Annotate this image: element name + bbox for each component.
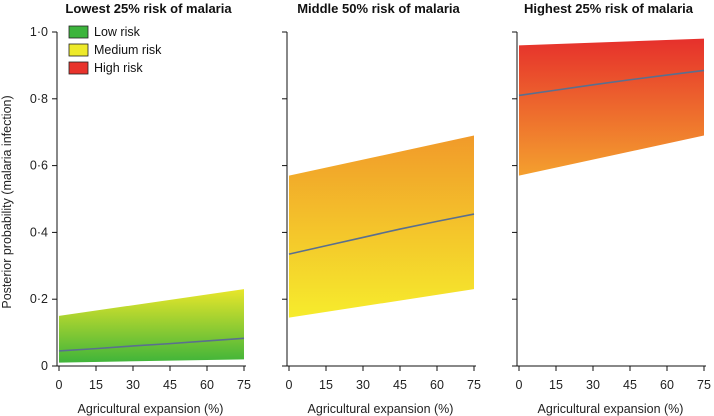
x-tick-label: 30 [356, 378, 370, 392]
x-tick-label: 45 [623, 378, 637, 392]
legend-swatch-low [68, 25, 89, 39]
x-tick-label: 75 [467, 378, 481, 392]
legend-label-high: High risk [94, 61, 143, 75]
panel-3: 0 15 30 45 60 75 Highest 25% risk of malaria Ag… [512, 1, 711, 416]
x-tick-label: 45 [163, 378, 177, 392]
x-tick-label: 30 [586, 378, 600, 392]
x-tick-label: 15 [549, 378, 563, 392]
panel-2: 0 15 30 45 60 75 Middle 50% risk of malaria Agr… [282, 1, 481, 416]
legend-label-medium: Medium risk [94, 43, 162, 57]
x-tick-label: 15 [319, 378, 333, 392]
panel-1: 0 0·2 0·4 0·6 0·8 1·0 0 15 30 45 60 75 Lowest 25% ri… [30, 1, 251, 416]
legend-swatch-high [68, 61, 89, 75]
median-line-2 [288, 213, 475, 255]
x-tick-label: 75 [237, 378, 251, 392]
y-tick-label: 0·6 [30, 159, 48, 173]
panel-title: Highest 25% risk of malaria [524, 1, 694, 16]
x-tick-label: 75 [697, 378, 711, 392]
x-axis-label: Agricultural expansion (%) [308, 402, 454, 416]
y-axis-label: Posterior probability (malaria infection… [0, 95, 14, 308]
x-tick-label: 0 [516, 378, 523, 392]
legend-swatch-medium [68, 43, 89, 57]
y-tick-label: 0·8 [30, 92, 48, 106]
x-tick-label: 0 [56, 378, 63, 392]
y-tick-label: 0 [41, 359, 48, 373]
x-axis-label: Agricultural expansion (%) [78, 402, 224, 416]
x-tick-label: 60 [660, 378, 674, 392]
credible-band-3 [519, 38, 704, 176]
y-tick-label: 0·4 [30, 225, 48, 239]
x-tick-label: 0 [286, 378, 293, 392]
y-tick-label: 1·0 [30, 25, 48, 39]
x-axis-label: Agricultural expansion (%) [538, 402, 684, 416]
credible-band-1 [59, 289, 244, 363]
x-tick-label: 60 [200, 378, 214, 392]
legend: Low risk Medium risk High risk [68, 25, 162, 75]
x-tick-label: 45 [393, 378, 407, 392]
y-tick-label: 0·2 [30, 292, 48, 306]
x-tick-label: 30 [126, 378, 140, 392]
median-line-1 [58, 337, 245, 352]
credible-band-2 [289, 135, 474, 318]
legend-label-low: Low risk [94, 25, 141, 39]
panel-title: Middle 50% risk of malaria [297, 1, 460, 16]
median-line-3 [518, 69, 705, 97]
x-tick-label: 15 [89, 378, 103, 392]
panel-title: Lowest 25% risk of malaria [65, 1, 232, 16]
x-tick-label: 60 [430, 378, 444, 392]
